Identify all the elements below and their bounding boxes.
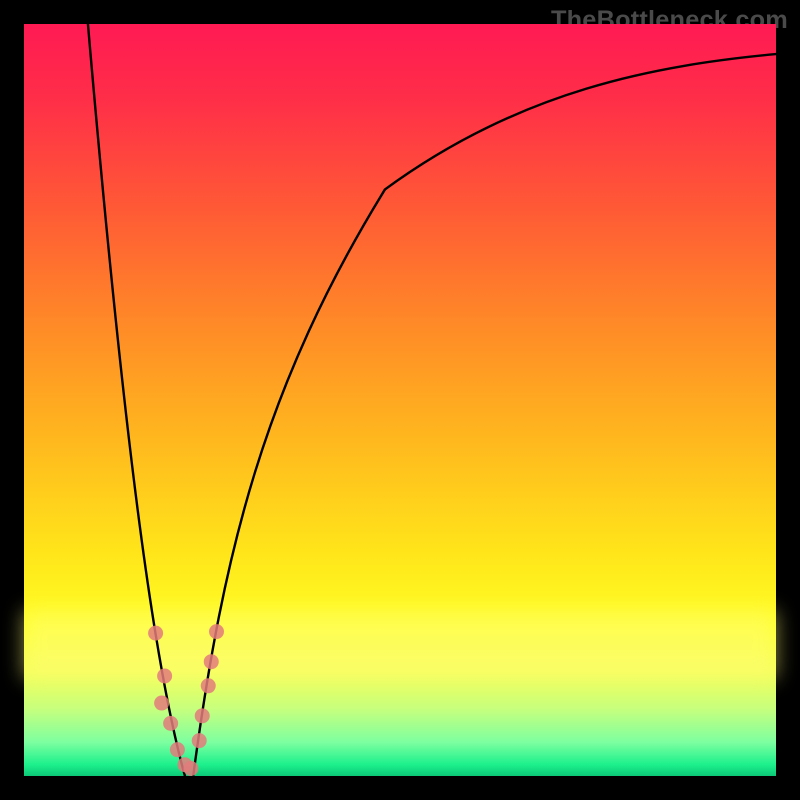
data-marker (170, 742, 185, 757)
plot-area (24, 24, 776, 776)
chart-frame: TheBottleneck.com (0, 0, 800, 800)
data-marker (192, 733, 207, 748)
curve-layer (24, 24, 776, 776)
data-marker (195, 708, 210, 723)
data-marker (163, 716, 178, 731)
data-marker (157, 668, 172, 683)
bottleneck-curve (88, 24, 776, 776)
data-marker (148, 626, 163, 641)
data-marker (183, 761, 198, 776)
data-marker (201, 678, 216, 693)
data-marker (204, 654, 219, 669)
data-marker (209, 624, 224, 639)
data-marker (154, 696, 169, 711)
